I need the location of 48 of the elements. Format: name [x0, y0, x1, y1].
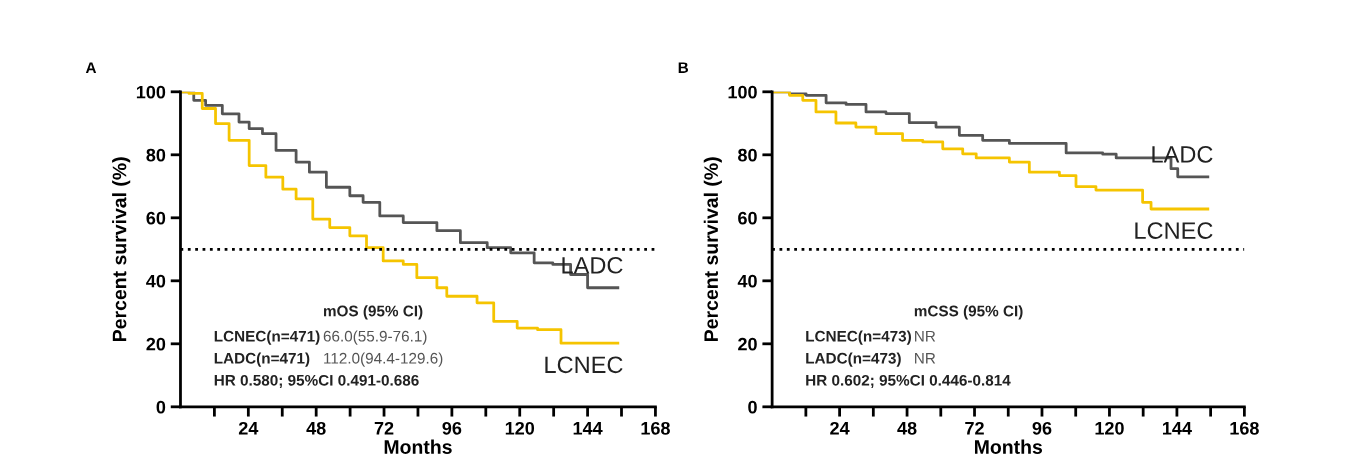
- y-tick-label: 100: [728, 85, 757, 99]
- annotation: HR 0.580; 95%CI 0.491-0.686: [214, 374, 419, 388]
- y-tick-label: 100: [136, 85, 166, 99]
- y-tick-label: 20: [146, 337, 166, 351]
- y-axis-title: Percent survival (%): [703, 157, 722, 341]
- chart-title: B: [678, 62, 689, 73]
- series-label: LCNEC: [1135, 222, 1213, 239]
- annotation: LADC(n=471): [214, 352, 310, 367]
- x-tick-label: 120: [505, 421, 535, 435]
- annotation: NR: [915, 330, 936, 342]
- x-tick-label: 168: [1230, 421, 1259, 435]
- annotation: 66.0(55.9-76.1): [323, 330, 427, 345]
- x-axis-title: Months: [384, 439, 452, 454]
- y-tick-label: 20: [738, 337, 757, 351]
- annotation: HR 0.602; 95%CI 0.446-0.814: [806, 374, 1011, 388]
- x-tick-label: 48: [897, 421, 917, 435]
- x-tick-label: 24: [238, 421, 259, 435]
- series-label: LADC: [1152, 146, 1213, 163]
- annotation: NR: [915, 353, 936, 364]
- annotation: LADC(n=473): [806, 352, 901, 367]
- annotation: mCSS (95% CI): [914, 305, 1023, 320]
- annotation: LCNEC(n=471): [214, 330, 320, 345]
- x-tick-label: 72: [374, 421, 394, 435]
- x-tick-label: 144: [573, 422, 603, 435]
- x-tick-label: 96: [442, 421, 462, 435]
- series-label: LADC: [562, 256, 623, 274]
- x-tick-label: 96: [1032, 421, 1052, 435]
- y-tick-label: 0: [156, 400, 166, 414]
- annotation: mOS (95% CI): [323, 305, 423, 320]
- y-tick-label: 80: [146, 148, 166, 162]
- y-axis-title: Percent survival (%): [112, 157, 131, 341]
- y-tick-label: 60: [738, 211, 757, 225]
- y-tick-label: 60: [146, 211, 166, 225]
- x-tick-label: 144: [1162, 422, 1192, 435]
- y-tick-label: 40: [737, 274, 757, 288]
- annotation: LCNEC(n=473): [806, 330, 911, 345]
- y-tick-label: 80: [738, 148, 757, 162]
- y-tick-label: 40: [146, 274, 166, 288]
- series-label: LCNEC: [545, 356, 623, 374]
- annotation: 112.0(94.4-129.6): [324, 352, 443, 367]
- x-tick-label: 72: [965, 421, 984, 435]
- y-tick-label: 0: [748, 400, 757, 414]
- x-tick-label: 168: [641, 421, 670, 435]
- x-tick-label: 120: [1095, 421, 1124, 435]
- chart-title: A: [85, 62, 97, 73]
- x-axis-title: Months: [974, 439, 1043, 454]
- x-tick-label: 24: [830, 421, 850, 435]
- x-tick-label: 48: [306, 421, 326, 435]
